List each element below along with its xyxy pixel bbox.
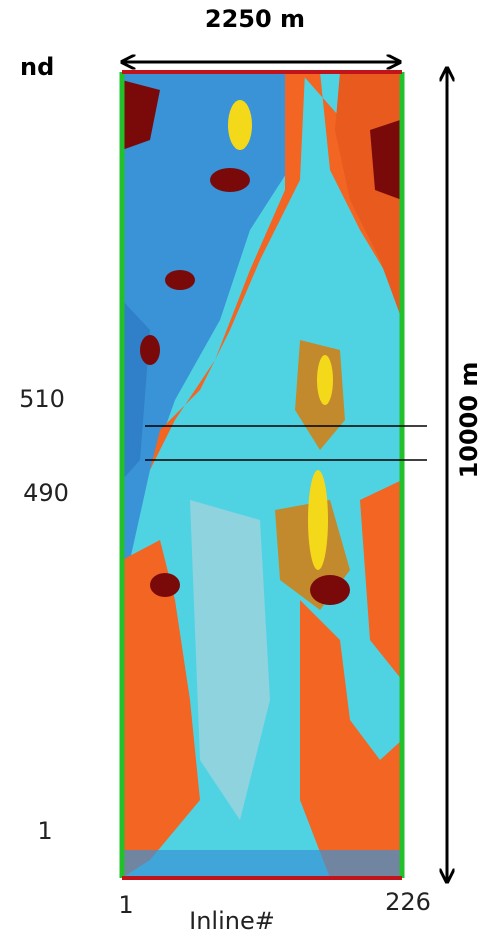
width-label: 2250 m bbox=[205, 5, 305, 33]
left-label: 510 bbox=[19, 385, 65, 413]
bottom-title: Inline# bbox=[189, 907, 275, 935]
height-label: 10000 m bbox=[455, 362, 483, 479]
bottom-end-label: 226 bbox=[385, 888, 431, 916]
figure: nd 2250 m 10000 m 510 490 1 1 226 bbox=[0, 0, 487, 937]
cut-label: nd bbox=[20, 53, 54, 81]
left-label: 490 bbox=[23, 479, 69, 507]
facies-map bbox=[122, 72, 402, 878]
left-label: 1 bbox=[37, 817, 52, 845]
page: nd 2250 m 10000 m 510 490 1 1 226 bbox=[0, 0, 487, 937]
bottom-start-label: 1 bbox=[118, 891, 133, 919]
